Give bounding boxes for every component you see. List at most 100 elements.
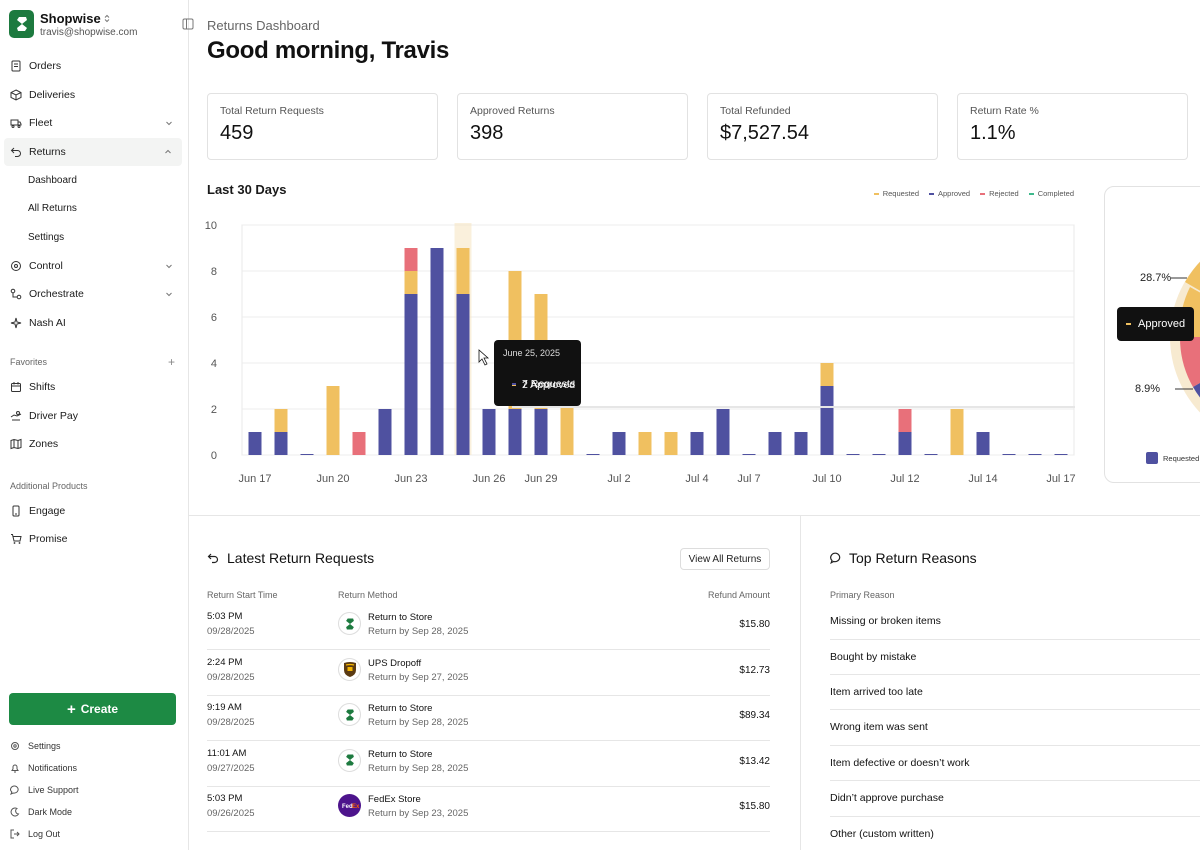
bar-approved[interactable] — [976, 432, 990, 455]
bar-requested[interactable] — [664, 432, 678, 455]
sidebar-subitem-all-returns[interactable]: All Returns — [28, 203, 77, 215]
sidebar-item-deliveries[interactable]: Deliveries — [0, 81, 183, 110]
legend-item-requested[interactable]: Requested — [873, 189, 919, 198]
bar-approved[interactable] — [820, 386, 834, 455]
reason-item[interactable]: Item arrived too late — [830, 675, 1200, 711]
bar-approved[interactable] — [482, 409, 496, 455]
sidebar-item-promise[interactable]: Promise — [0, 525, 183, 554]
sidebar-item-label: Control — [29, 259, 63, 272]
bar-requested[interactable] — [326, 386, 340, 455]
sidebar-item-engage[interactable]: Engage — [0, 497, 183, 526]
stat-card-total-refunded: Total Refunded $7,527.54 — [707, 93, 938, 160]
sidebar-item-label: Driver Pay — [29, 409, 79, 422]
bar-approved[interactable] — [768, 432, 782, 455]
refund-amount: $15.80 — [739, 801, 770, 812]
pie-label-bottom: 8.9% — [1135, 383, 1161, 395]
bar-empty[interactable] — [924, 454, 938, 455]
bar-rejected[interactable] — [352, 432, 366, 455]
bar-approved[interactable] — [612, 432, 626, 455]
bar-approved[interactable] — [274, 432, 288, 455]
footer-item-notifications[interactable]: Notifications — [0, 757, 189, 779]
returns-bar-chart[interactable]: 0 2 4 6 8 10 Jun 17 Jun 20 Jun 23 Jun 26 Jun 29 Jul… — [189, 210, 1089, 495]
bar-approved[interactable] — [716, 409, 730, 455]
column-header-return-method[interactable]: Return Method — [338, 590, 398, 600]
sidebar-collapse-icon[interactable] — [182, 18, 194, 30]
table-row[interactable]: 11:01 AM 09/27/2025 Return to Store Return … — [207, 742, 770, 787]
bar-requested[interactable] — [456, 248, 470, 294]
return-date: 09/26/2025 — [207, 808, 255, 819]
table-row[interactable]: 2:24 PM 09/28/2025 UPS Dropoff Return by Se… — [207, 651, 770, 696]
table-row[interactable]: 5:03 PM 09/26/2025 Fed Ex FedEx Store Return … — [207, 787, 770, 832]
column-header-refund-amount[interactable]: Refund Amount — [707, 590, 770, 600]
bar-empty[interactable] — [872, 454, 886, 455]
svg-text:Fed: Fed — [342, 804, 353, 810]
footer-item-live-support[interactable]: Live Support — [0, 779, 189, 801]
bar-approved[interactable] — [898, 432, 912, 455]
bar-requested[interactable] — [638, 432, 652, 455]
sidebar-item-label: Orders — [29, 60, 62, 73]
y-tick-label: 0 — [211, 450, 217, 462]
reason-item[interactable]: Wrong item was sent — [830, 710, 1200, 746]
sidebar-item-orchestrate[interactable]: Orchestrate — [0, 280, 183, 309]
bar-approved[interactable] — [508, 409, 522, 455]
footer-item-dark-mode[interactable]: Dark Mode — [0, 801, 189, 823]
bar-empty[interactable] — [586, 454, 600, 455]
tooltip-requests-text: 7 Requests — [522, 378, 576, 390]
bar-approved[interactable] — [794, 432, 808, 455]
bar-requested[interactable] — [820, 363, 834, 386]
stat-value: 398 — [470, 122, 504, 144]
reason-item[interactable]: Item defective or doesn’t work — [830, 746, 1200, 782]
bar-empty[interactable] — [846, 454, 860, 455]
view-all-returns-button[interactable]: View All Returns — [680, 548, 770, 570]
bar-approved[interactable] — [690, 432, 704, 455]
sidebar-subitem-dashboard[interactable]: Dashboard — [28, 174, 77, 186]
sidebar-item-zones[interactable]: Zones — [0, 430, 183, 459]
add-favorite-icon[interactable]: + — [167, 355, 175, 369]
bar-approved[interactable] — [430, 248, 444, 455]
sidebar-item-orders[interactable]: Orders — [0, 52, 183, 81]
sidebar-item-shifts[interactable]: Shifts — [0, 373, 183, 402]
table-row[interactable]: 9:19 AM 09/28/2025 Return to Store Return b… — [207, 696, 770, 741]
bar-empty[interactable] — [742, 454, 756, 455]
bar-rejected[interactable] — [404, 248, 418, 271]
bar-approved[interactable] — [534, 409, 548, 455]
legend-item-completed[interactable]: Completed — [1028, 189, 1074, 198]
column-header-start-time[interactable]: Return Start Time — [207, 590, 278, 600]
reason-item[interactable]: Other (custom written) — [830, 816, 1200, 850]
table-row[interactable]: 5:03 PM 09/28/2025 Return to Store Return b… — [207, 605, 770, 650]
legend-item-approved[interactable]: Approved — [929, 189, 970, 198]
bar-approved[interactable] — [248, 432, 262, 455]
sidebar-item-driver-pay[interactable]: Driver Pay — [0, 402, 183, 431]
create-button[interactable]: + Create — [9, 693, 176, 725]
bar-requested[interactable] — [404, 271, 418, 294]
return-icon — [207, 553, 219, 564]
bar-approved[interactable] — [456, 294, 470, 455]
sidebar-item-control[interactable]: Control — [0, 252, 183, 281]
return-status-pie-card: 28.7% 8.9% Approved Requested — [1104, 186, 1200, 483]
footer-item-log-out[interactable]: Log Out — [0, 823, 189, 845]
footer-item-settings[interactable]: Settings — [0, 735, 189, 757]
legend-item-rejected[interactable]: Rejected — [980, 189, 1019, 198]
sidebar-item-returns[interactable]: Returns — [4, 137, 182, 166]
sidebar-item-nash-ai[interactable]: Nash AI — [0, 309, 183, 338]
bar-requested[interactable] — [950, 409, 964, 455]
workspace-switcher[interactable]: Shopwise travis@shopwise.com — [9, 10, 137, 38]
bar-empty[interactable] — [1002, 454, 1016, 455]
bar-requested[interactable] — [274, 409, 288, 432]
pie-slice-rejected — [1179, 337, 1200, 387]
reason-item[interactable]: Didn’t approve purchase — [830, 781, 1200, 817]
bar-approved[interactable] — [378, 409, 392, 455]
sidebar-subitem-settings[interactable]: Settings — [28, 231, 65, 243]
reason-item[interactable]: Missing or broken items — [830, 604, 1200, 640]
tooltip-date: June 25, 2025 — [503, 348, 561, 358]
reason-item[interactable]: Bought by mistake — [830, 639, 1200, 675]
bar-empty[interactable] — [300, 454, 314, 455]
sidebar-item-fleet[interactable]: Fleet — [0, 109, 183, 138]
bar-rejected[interactable] — [898, 409, 912, 432]
pie-legend-label: Requested — [1163, 453, 1200, 463]
column-header-primary-reason[interactable]: Primary Reason — [830, 590, 895, 600]
bar-empty[interactable] — [1028, 454, 1042, 455]
bar-empty[interactable] — [1054, 454, 1068, 455]
bar-approved[interactable] — [404, 294, 418, 455]
stat-value: $7,527.54 — [720, 122, 809, 144]
